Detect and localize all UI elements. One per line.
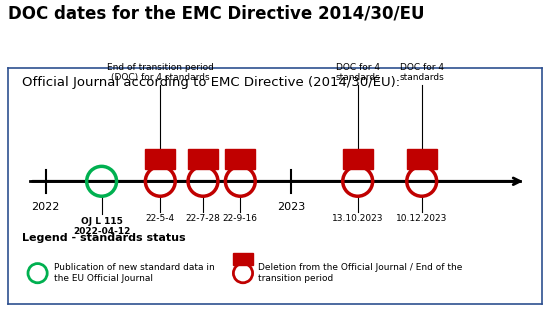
Text: 22-9-16: 22-9-16 [223, 214, 258, 223]
Text: 10.12.2023: 10.12.2023 [396, 214, 447, 223]
Text: 22-5-4: 22-5-4 [146, 214, 175, 223]
Text: 2023: 2023 [277, 202, 305, 212]
Bar [233, 254, 252, 265]
Text: 22-7-28: 22-7-28 [185, 214, 221, 223]
Bar [343, 149, 373, 169]
Text: Legend - standards status: Legend - standards status [21, 233, 185, 243]
Text: Official Journal according to EMC Directive (2014/30/EU):: Official Journal according to EMC Direct… [21, 77, 400, 90]
Bar [145, 149, 175, 169]
Bar [226, 149, 255, 169]
Text: DOC for 4
standards: DOC for 4 standards [399, 63, 444, 82]
Text: OJ L 115
2022-04-12: OJ L 115 2022-04-12 [73, 217, 130, 236]
Text: DOC for 4
standards: DOC for 4 standards [336, 63, 380, 82]
Text: 2022: 2022 [31, 202, 60, 212]
Text: End of transition period
(DOC) for 4 standards: End of transition period (DOC) for 4 sta… [107, 63, 214, 82]
Text: 13.10.2023: 13.10.2023 [332, 214, 383, 223]
Bar [188, 149, 218, 169]
Text: Publication of new standard data in
the EU Official Journal: Publication of new standard data in the … [53, 264, 215, 283]
Text: DOC dates for the EMC Directive 2014/30/EU: DOC dates for the EMC Directive 2014/30/… [8, 5, 425, 23]
Bar [407, 149, 437, 169]
Text: Deletion from the Official Journal / End of the
transition period: Deletion from the Official Journal / End… [258, 264, 463, 283]
